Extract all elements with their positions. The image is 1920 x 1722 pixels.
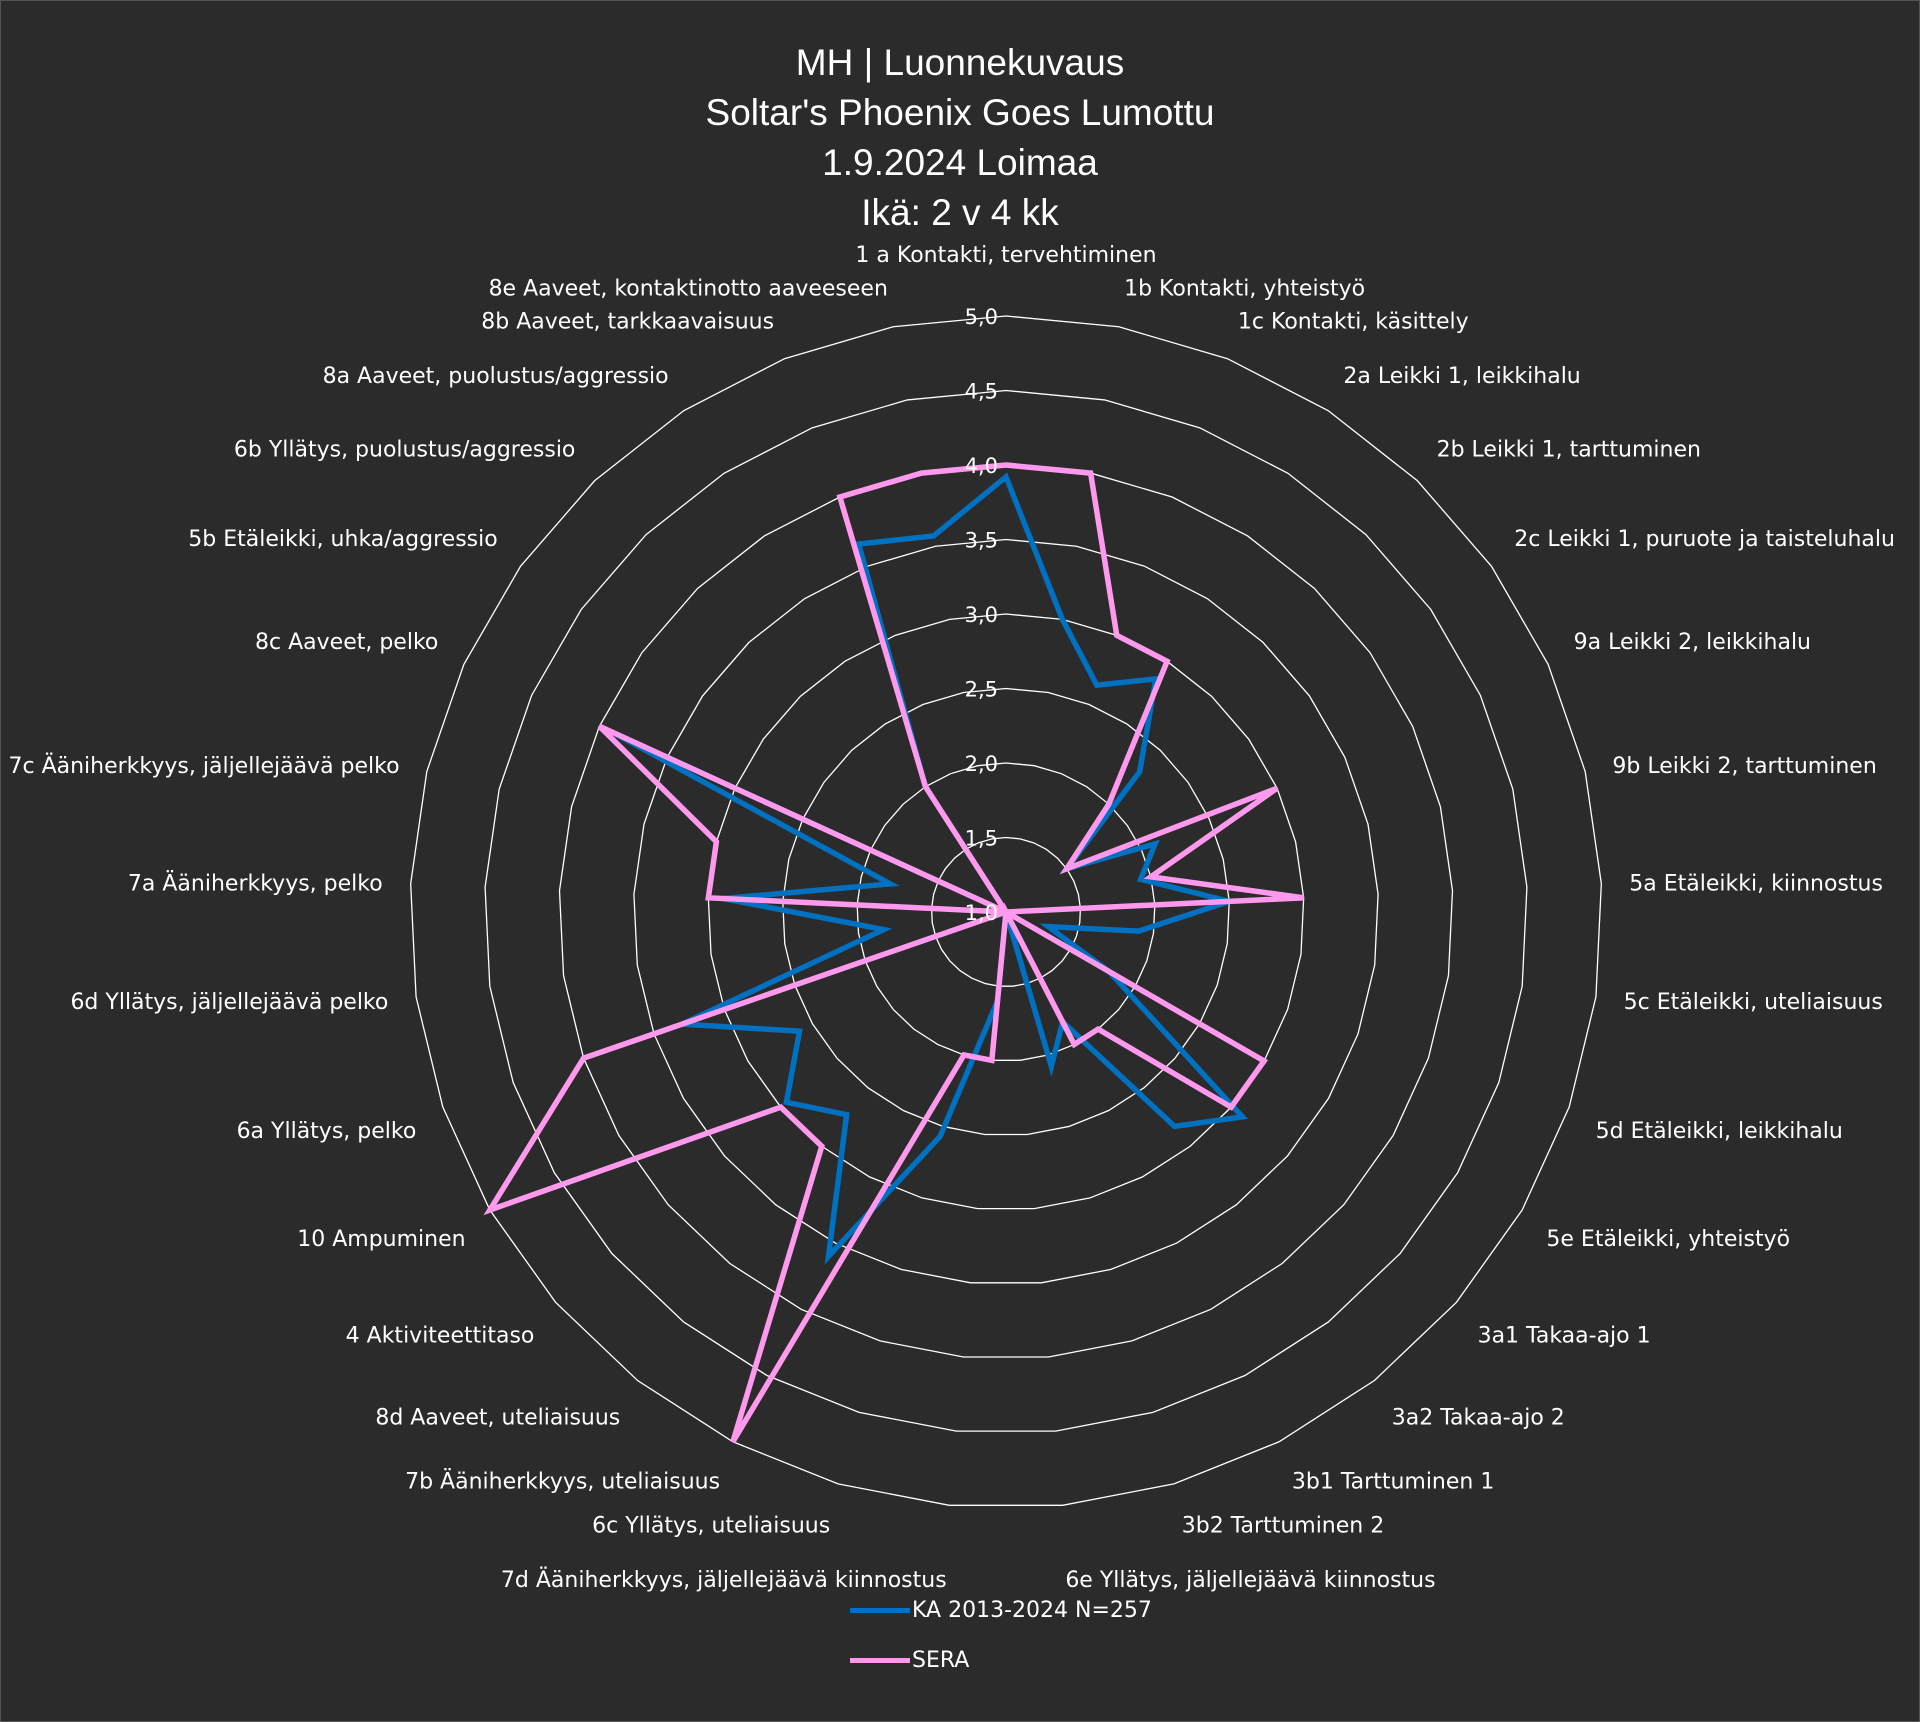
category-label: 7d Ääniherkkyys, jäljellejäävä kiinnostu… xyxy=(501,1567,947,1593)
legend-label-ka: KA 2013-2024 N=257 xyxy=(912,1597,1152,1623)
category-label: 5e Etäleikki, yhteistyö xyxy=(1546,1227,1790,1252)
legend-swatch-sera xyxy=(850,1657,910,1663)
title-line-1: MH | Luonnekuvaus xyxy=(795,42,1125,83)
category-label: 3b2 Tarttuminen 2 xyxy=(1182,1514,1384,1539)
legend-swatch-ka xyxy=(850,1607,910,1613)
category-label: 7a Ääniherkkyys, pelko xyxy=(128,870,383,896)
category-label: 8b Aaveet, tarkkaavaisuus xyxy=(481,310,774,335)
category-label: 6d Yllätys, jäljellejäävä pelko xyxy=(70,990,388,1015)
tick-label: 3,0 xyxy=(965,603,998,627)
tick-label: 1,5 xyxy=(965,827,998,851)
legend-item-sera[interactable]: SERA xyxy=(850,1635,1152,1685)
tick-label: 1,0 xyxy=(965,901,998,925)
category-label: 1b Kontakti, yhteistyö xyxy=(1124,276,1365,301)
category-label: 8c Aaveet, pelko xyxy=(255,630,438,655)
grid-ring xyxy=(930,836,1082,987)
category-label: 2c Leikki 1, puruote ja taisteluhalu xyxy=(1514,527,1895,552)
category-label: 1c Kontakti, käsittely xyxy=(1238,310,1469,335)
grid-ring xyxy=(782,687,1230,1136)
category-label: 2a Leikki 1, leikkihalu xyxy=(1343,364,1580,389)
category-label: 1 a Kontakti, tervehtiminen xyxy=(855,243,1156,268)
category-label: 9b Leikki 2, tarttuminen xyxy=(1612,754,1876,779)
grid-ring xyxy=(707,613,1305,1210)
grid-ring xyxy=(558,464,1454,1358)
category-label: 10 Ampuminen xyxy=(297,1227,465,1252)
legend: KA 2013-2024 N=257 SERA xyxy=(850,1585,1152,1685)
category-label: 7c Ääniherkkyys, jäljellejäävä pelko xyxy=(8,753,399,779)
tick-label: 3,5 xyxy=(965,529,998,553)
category-label: 6e Yllätys, jäljellejäävä kiinnostus xyxy=(1065,1568,1435,1593)
category-label: 3a2 Takaa-ajo 2 xyxy=(1392,1405,1565,1430)
tick-label: 4,0 xyxy=(965,454,998,478)
category-label: 8e Aaveet, kontaktinotto aaveeseen xyxy=(489,276,888,301)
category-label: 7b Ääniherkkyys, uteliaisuus xyxy=(405,1469,720,1495)
series-line-ka xyxy=(611,472,1249,1265)
category-label: 5b Etäleikki, uhka/aggressio xyxy=(188,527,497,552)
tick-label: 2,0 xyxy=(965,752,998,776)
category-label: 5d Etäleikki, leikkihalu xyxy=(1596,1119,1843,1144)
category-label: 8a Aaveet, puolustus/aggressio xyxy=(323,364,669,389)
category-label: 3a1 Takaa-ajo 1 xyxy=(1478,1324,1651,1349)
legend-label-sera: SERA xyxy=(912,1647,970,1673)
category-label: 3b1 Tarttuminen 1 xyxy=(1292,1470,1494,1495)
category-label: 4 Aktiviteettitaso xyxy=(346,1324,535,1349)
tick-label: 4,5 xyxy=(965,380,998,404)
grid-ring xyxy=(484,389,1528,1432)
category-label: 6b Yllätys, puolustus/aggressio xyxy=(234,437,576,462)
chart-title: MH | Luonnekuvaus Soltar's Phoenix Goes … xyxy=(0,38,1920,238)
category-label: 6c Yllätys, uteliaisuus xyxy=(592,1514,830,1539)
title-line-3: 1.9.2024 Loimaa xyxy=(822,142,1098,183)
tick-label: 2,5 xyxy=(965,678,998,702)
legend-item-ka[interactable]: KA 2013-2024 N=257 xyxy=(850,1585,1152,1635)
tick-label: 5,0 xyxy=(965,305,998,329)
category-label: 8d Aaveet, uteliaisuus xyxy=(375,1405,620,1430)
grid-ring xyxy=(633,538,1379,1284)
grid-ring xyxy=(856,762,1156,1061)
series-line-sera xyxy=(483,462,1305,1444)
category-label: 6a Yllätys, pelko xyxy=(237,1119,417,1144)
category-label: 5a Etäleikki, kiinnostus xyxy=(1629,871,1883,896)
category-label: 5c Etäleikki, uteliaisuus xyxy=(1624,990,1883,1015)
title-line-4: Ikä: 2 v 4 kk xyxy=(861,192,1059,233)
category-label: 2b Leikki 1, tarttuminen xyxy=(1437,437,1701,462)
category-label: 9a Leikki 2, leikkihalu xyxy=(1574,630,1811,655)
title-line-2: Soltar's Phoenix Goes Lumottu xyxy=(705,92,1215,133)
grid-ring xyxy=(410,315,1602,1506)
